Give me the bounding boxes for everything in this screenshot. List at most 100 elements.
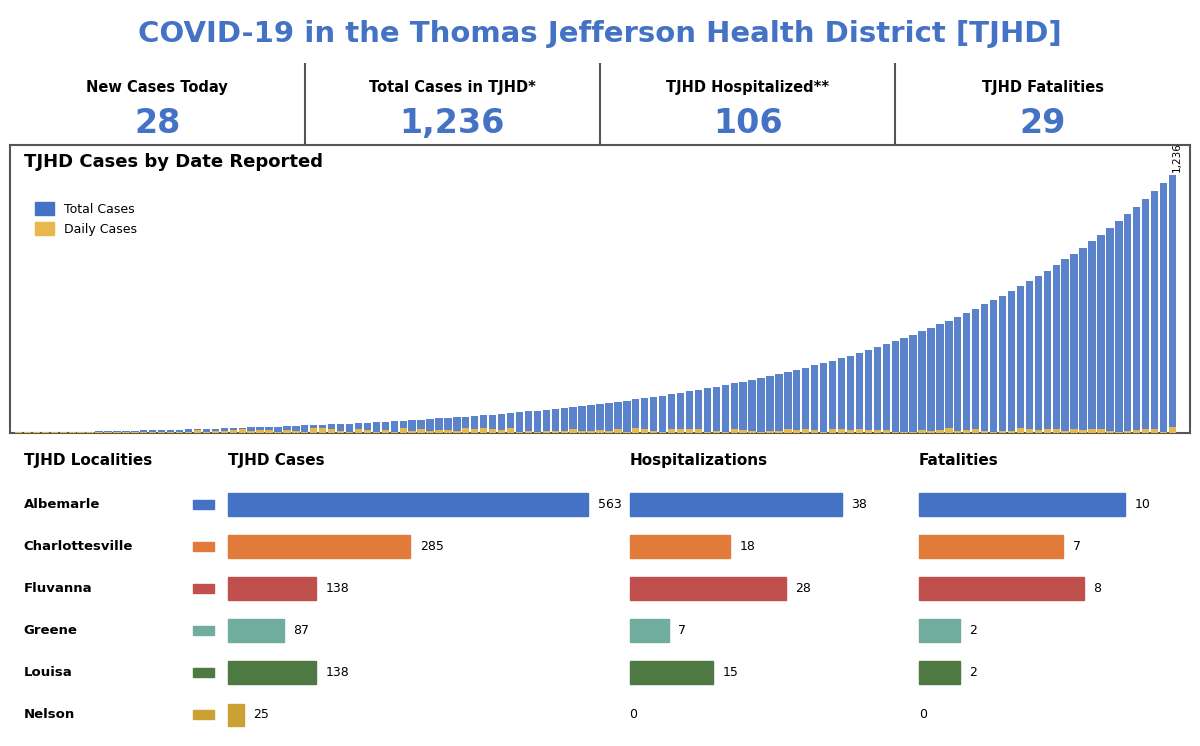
- Bar: [534, 410, 541, 433]
- Bar: [739, 382, 746, 433]
- Bar: [211, 431, 220, 433]
- Bar: [418, 419, 425, 433]
- Bar: [838, 358, 845, 433]
- Bar: [900, 432, 908, 433]
- Bar: [954, 317, 961, 433]
- Bar: [454, 417, 461, 433]
- Text: 0: 0: [919, 708, 926, 721]
- Bar: [587, 431, 595, 433]
- Bar: [1106, 228, 1114, 433]
- Bar: [1151, 191, 1158, 433]
- Bar: [265, 430, 272, 433]
- Bar: [400, 421, 407, 433]
- Bar: [1124, 214, 1132, 433]
- Bar: [820, 432, 827, 433]
- Bar: [247, 431, 254, 433]
- Bar: [847, 356, 854, 433]
- Text: Greene: Greene: [24, 624, 78, 637]
- Bar: [641, 429, 648, 433]
- Bar: [703, 389, 712, 433]
- Bar: [919, 619, 960, 642]
- Text: 138: 138: [325, 582, 349, 595]
- Bar: [829, 429, 836, 433]
- Bar: [668, 429, 676, 433]
- Bar: [113, 431, 121, 433]
- Bar: [1169, 175, 1176, 433]
- Bar: [193, 500, 214, 509]
- Bar: [990, 432, 997, 433]
- Bar: [919, 535, 1063, 558]
- Bar: [560, 408, 568, 433]
- Bar: [685, 429, 694, 433]
- Bar: [1034, 430, 1042, 433]
- Bar: [426, 431, 433, 433]
- Bar: [793, 430, 800, 433]
- Bar: [221, 428, 228, 433]
- Text: 138: 138: [325, 666, 349, 679]
- Bar: [203, 429, 210, 433]
- Bar: [104, 432, 112, 433]
- Bar: [1026, 429, 1033, 433]
- Bar: [677, 393, 684, 433]
- Bar: [900, 338, 908, 433]
- Bar: [355, 423, 362, 433]
- Bar: [408, 431, 416, 433]
- Bar: [95, 432, 103, 433]
- Bar: [630, 662, 714, 684]
- Bar: [578, 430, 586, 433]
- Bar: [775, 430, 782, 433]
- Bar: [1151, 429, 1158, 433]
- Bar: [838, 429, 845, 433]
- Bar: [167, 430, 174, 433]
- Bar: [650, 397, 658, 433]
- Bar: [462, 416, 469, 433]
- Bar: [426, 419, 433, 433]
- Bar: [560, 431, 568, 433]
- Bar: [980, 304, 989, 433]
- Bar: [418, 430, 425, 433]
- Bar: [472, 416, 479, 433]
- Bar: [185, 429, 192, 433]
- Bar: [472, 429, 479, 433]
- Bar: [1008, 291, 1015, 433]
- Bar: [749, 380, 756, 433]
- Bar: [247, 427, 254, 433]
- Bar: [488, 415, 497, 433]
- Bar: [275, 432, 282, 433]
- Bar: [373, 432, 380, 433]
- Bar: [964, 430, 971, 433]
- Bar: [614, 402, 622, 433]
- Bar: [444, 418, 451, 433]
- Bar: [856, 429, 863, 433]
- Text: 1,236: 1,236: [400, 107, 505, 140]
- Bar: [1097, 235, 1105, 433]
- Bar: [552, 430, 559, 433]
- Bar: [373, 422, 380, 433]
- Legend: Total Cases, Daily Cases: Total Cases, Daily Cases: [30, 197, 142, 240]
- Bar: [919, 662, 960, 684]
- Bar: [328, 429, 335, 433]
- Bar: [1026, 281, 1033, 433]
- Bar: [193, 429, 202, 433]
- Bar: [865, 350, 872, 433]
- Bar: [641, 398, 648, 433]
- Bar: [918, 331, 925, 433]
- Bar: [802, 368, 810, 433]
- Bar: [444, 430, 451, 433]
- Text: 28: 28: [796, 582, 811, 595]
- Bar: [605, 403, 613, 433]
- Bar: [257, 430, 264, 433]
- Bar: [1142, 199, 1150, 433]
- Bar: [228, 535, 410, 558]
- Bar: [918, 430, 925, 433]
- Bar: [122, 430, 130, 433]
- Text: TJHD Hospitalized**: TJHD Hospitalized**: [666, 80, 829, 95]
- Bar: [1160, 184, 1168, 433]
- Text: TJHD Fatalities: TJHD Fatalities: [982, 80, 1104, 95]
- Bar: [570, 407, 577, 433]
- Bar: [265, 427, 272, 433]
- Text: 10: 10: [1135, 498, 1151, 511]
- Bar: [811, 366, 818, 433]
- Text: 38: 38: [852, 498, 868, 511]
- Bar: [874, 347, 881, 433]
